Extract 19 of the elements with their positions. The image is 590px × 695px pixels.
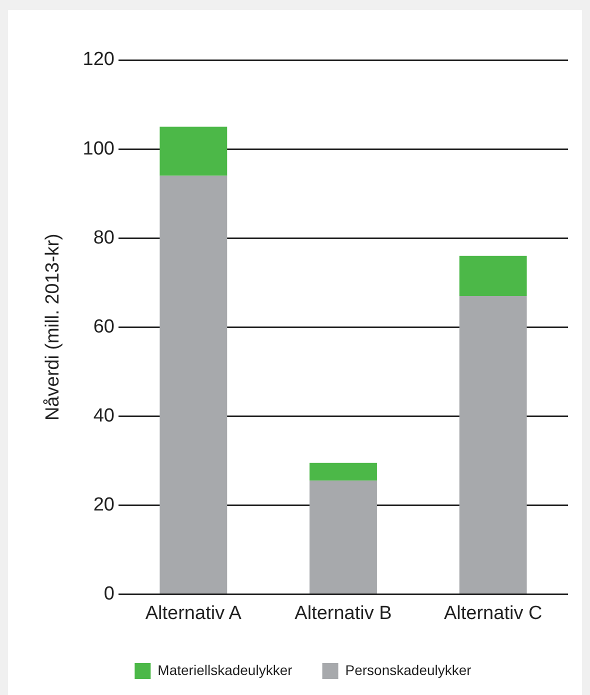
bar bbox=[310, 462, 377, 481]
bar bbox=[459, 296, 527, 594]
y-axis-title: Nåverdi (mill. 2013-kr) bbox=[42, 234, 64, 421]
bar bbox=[160, 126, 228, 176]
y-tick-label: 20 bbox=[93, 494, 114, 516]
y-tick-label: 60 bbox=[93, 316, 114, 338]
bar bbox=[459, 256, 527, 296]
y-tick-label: 0 bbox=[104, 583, 114, 604]
x-tick-label: Alternativ B bbox=[294, 602, 392, 624]
bar bbox=[160, 176, 228, 594]
y-tick-label: 40 bbox=[93, 405, 114, 426]
legend-label: Materiellskadeulykker bbox=[158, 662, 293, 678]
y-tick-label: 100 bbox=[82, 138, 114, 160]
legend-label: Personskadeulykker bbox=[345, 662, 472, 678]
y-tick-label: 120 bbox=[82, 49, 114, 70]
x-tick-label: Alternativ A bbox=[145, 602, 242, 624]
y-tick-label: 80 bbox=[93, 227, 114, 248]
bar bbox=[310, 480, 377, 594]
x-tick-label: Alternativ C bbox=[444, 602, 542, 624]
